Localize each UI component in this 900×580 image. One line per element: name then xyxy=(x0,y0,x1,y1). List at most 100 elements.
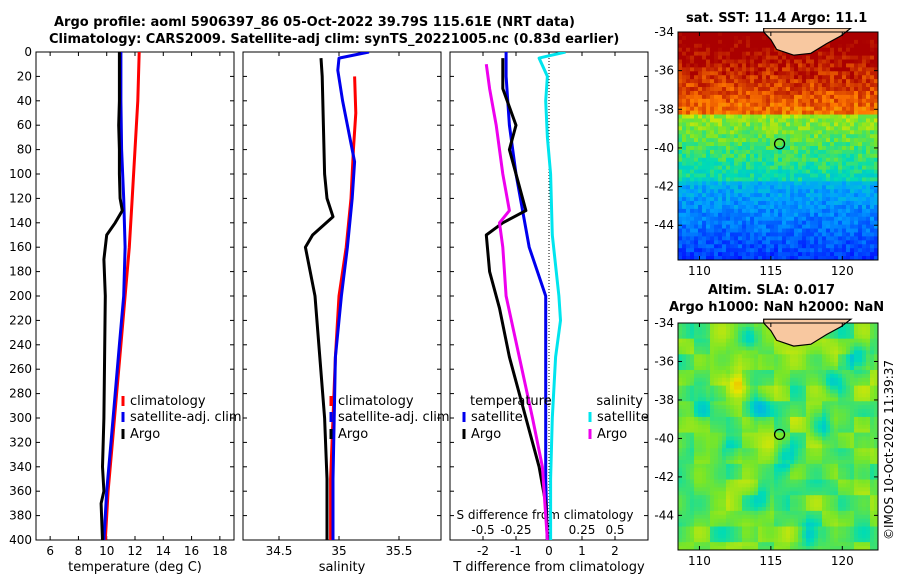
map-cell xyxy=(758,98,763,104)
map-cell xyxy=(746,330,751,336)
map-cell xyxy=(686,169,691,175)
map-cell xyxy=(846,397,851,402)
map-cell xyxy=(778,185,783,190)
map-cell xyxy=(798,362,803,367)
map-cell xyxy=(754,71,759,76)
map-cell xyxy=(782,342,787,348)
map-cell xyxy=(810,94,815,100)
map-cell xyxy=(794,118,799,124)
map-cell xyxy=(822,153,827,159)
map-cell xyxy=(762,55,767,61)
map-cell xyxy=(866,90,871,96)
map-cell xyxy=(846,102,851,108)
map-cell xyxy=(806,405,811,410)
map-cell xyxy=(738,401,743,406)
map-cell xyxy=(686,177,691,182)
map-cell xyxy=(798,110,803,116)
map-cell xyxy=(834,330,839,336)
map-cell xyxy=(734,432,739,438)
map-cell xyxy=(810,354,815,359)
map-cell xyxy=(862,381,867,387)
map-cell xyxy=(814,197,819,202)
map-cell xyxy=(838,244,843,249)
map-cell xyxy=(850,79,855,84)
map-cell xyxy=(698,354,703,359)
map-cell xyxy=(726,362,731,367)
map-cell xyxy=(738,35,743,41)
map-cell xyxy=(778,220,783,226)
map-cell xyxy=(694,346,699,351)
map-cell xyxy=(686,51,691,57)
map-cell xyxy=(694,405,699,410)
map-cell xyxy=(822,216,827,222)
map-cell xyxy=(850,87,855,92)
map-cell xyxy=(766,177,771,182)
map-cell xyxy=(698,94,703,100)
map-cell xyxy=(730,420,735,426)
map-cell xyxy=(698,420,703,426)
map-cell xyxy=(686,475,691,481)
map-cell xyxy=(738,248,743,253)
map-cell xyxy=(690,440,695,445)
map-cell xyxy=(782,173,787,179)
map-cell xyxy=(698,39,703,45)
map-cell xyxy=(774,75,779,80)
map-cell xyxy=(686,342,691,348)
map-cell xyxy=(770,173,775,179)
map-cell xyxy=(706,326,711,332)
map-cell xyxy=(826,424,831,430)
map-cell xyxy=(814,212,819,218)
map-cell xyxy=(854,248,859,253)
map-cell xyxy=(734,428,739,434)
map-cell xyxy=(806,59,811,65)
map-cell xyxy=(726,39,731,45)
map-cell xyxy=(750,475,755,481)
map-cell xyxy=(766,39,771,45)
map-cell xyxy=(770,416,775,422)
map-cell xyxy=(726,326,731,332)
map-cell xyxy=(774,204,779,210)
map-cell xyxy=(690,185,695,190)
map-cell xyxy=(870,146,875,151)
map-cell xyxy=(742,452,747,457)
map-cell xyxy=(810,440,815,445)
map-cell xyxy=(794,248,799,253)
map-cell xyxy=(718,142,723,147)
map-cell xyxy=(826,244,831,249)
map-cell xyxy=(862,452,867,457)
map-cell xyxy=(714,401,719,406)
map-cell xyxy=(702,126,707,131)
map-cell xyxy=(754,55,759,61)
map-cell xyxy=(690,142,695,147)
map-cell xyxy=(706,134,711,139)
map-cell xyxy=(818,350,823,355)
map-cell xyxy=(806,467,811,473)
map-cell xyxy=(818,432,823,438)
map-cell xyxy=(790,90,795,96)
map-cell xyxy=(702,161,707,167)
map-cell xyxy=(758,130,763,135)
map-cell xyxy=(774,401,779,406)
map-cell xyxy=(822,51,827,57)
map-cell xyxy=(746,248,751,253)
map-cell xyxy=(686,216,691,222)
map-cell xyxy=(706,244,711,249)
map-cell xyxy=(738,114,743,120)
map-cell xyxy=(826,87,831,92)
map-cell xyxy=(690,35,695,41)
map-cell xyxy=(722,330,727,336)
map-cell xyxy=(742,102,747,108)
map-cell xyxy=(850,240,855,245)
map-cell xyxy=(782,193,787,198)
map-cell xyxy=(686,126,691,131)
map-cell xyxy=(798,67,803,72)
map-cell xyxy=(714,169,719,175)
map-cell xyxy=(730,220,735,226)
map-cell xyxy=(846,467,851,473)
map-cell xyxy=(754,204,759,210)
map-cell xyxy=(806,346,811,351)
map-cell xyxy=(710,448,715,453)
map-cell xyxy=(782,118,787,124)
map-cell xyxy=(858,366,863,371)
map-cell xyxy=(710,181,715,186)
